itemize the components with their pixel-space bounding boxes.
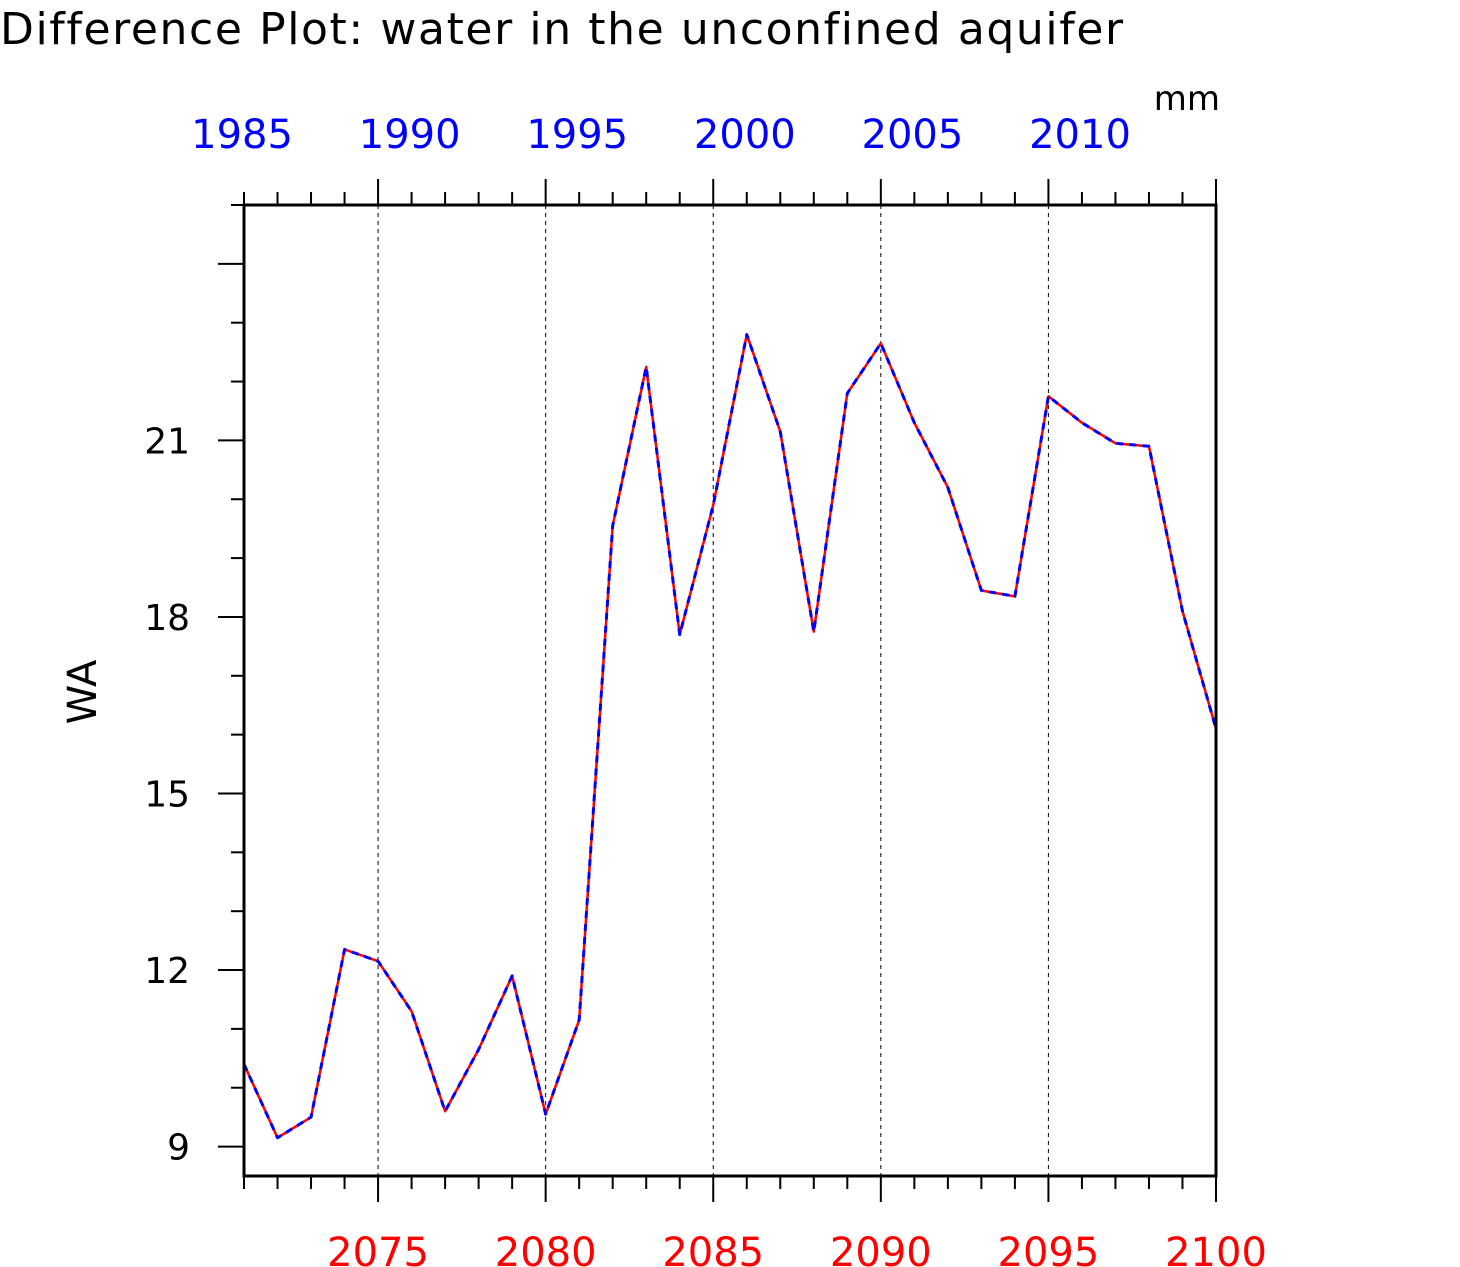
series-line-1 [242,333,1218,1139]
y-tick-label: 15 [144,774,190,815]
bottom-tick-label: 2085 [662,1230,764,1267]
axis-ticks [218,179,1217,1202]
bottom-tick-label: 2095 [998,1230,1100,1267]
y-tick-label: 21 [144,421,190,462]
bottom-tick-label: 2075 [327,1230,429,1267]
bottom-tick-label: 2080 [495,1230,597,1267]
chart-title: Difference Plot: water in the unconfined… [0,4,1125,55]
units-label: mm [1154,79,1220,119]
y-axis-label: WA [60,659,106,724]
top-tick-label: 1990 [359,112,461,158]
bottom-tick-label: 2100 [1165,1230,1267,1267]
tick-labels: 9 12 15 18 21 2075 2080 2085 2090 2095 2100 1985 199… [144,112,1267,1267]
y-tick-label: 12 [144,951,190,992]
series-line-2 [242,332,1218,1140]
top-tick-label: 1995 [526,112,628,158]
top-tick-label: 2000 [694,112,796,158]
plot-frame [242,203,1218,1178]
top-tick-label: 1985 [191,112,293,158]
top-tick-label: 2005 [862,112,964,158]
series-lines [242,332,1218,1140]
bottom-tick-label: 2090 [830,1230,932,1267]
grid-lines [377,205,1049,1176]
y-tick-label: 9 [167,1128,190,1169]
top-tick-label: 2010 [1029,112,1131,158]
y-tick-label: 18 [144,598,190,639]
